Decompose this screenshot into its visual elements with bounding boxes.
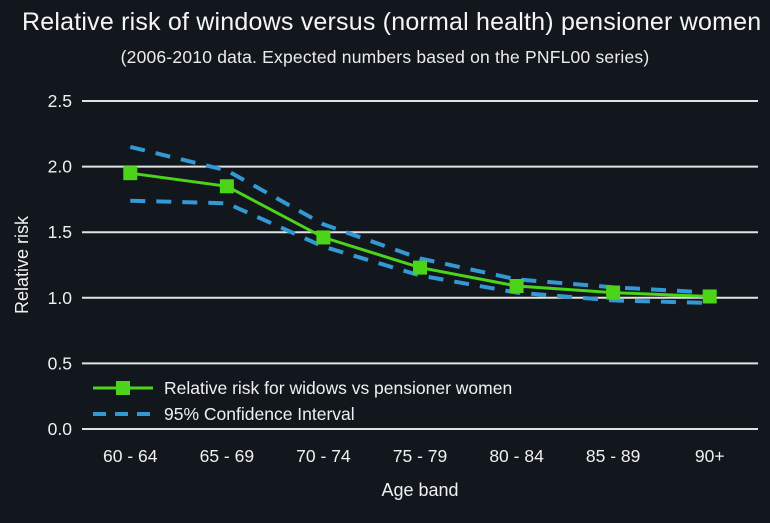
data-point-marker: [316, 230, 331, 245]
y-axis-title: Relative risk: [12, 215, 32, 314]
data-point-marker: [219, 179, 234, 194]
data-point-marker: [509, 278, 524, 293]
y-tick-label: 0.5: [48, 353, 72, 373]
x-tick-label: 85 - 89: [586, 446, 640, 466]
x-tick-label: 75 - 79: [393, 446, 447, 466]
x-tick-label: 70 - 74: [296, 446, 351, 466]
legend-label-confidence-interval: 95% Confidence Interval: [164, 404, 355, 424]
data-point-marker: [413, 260, 427, 275]
x-tick-label: 80 - 84: [489, 446, 544, 466]
data-point-marker: [702, 289, 717, 304]
y-tick-label: 2.5: [48, 91, 72, 111]
legend-square-marker-icon: [116, 381, 130, 395]
legend: Relative risk for widows vs pensioner wo…: [93, 378, 512, 424]
y-axis-tick-labels: 0.0 0.5 1.0 1.5 2.0 2.5: [48, 91, 73, 439]
y-tick-label: 0.0: [48, 419, 73, 439]
gridlines: [82, 100, 758, 430]
y-tick-label: 1.5: [48, 222, 72, 242]
x-axis-tick-labels: 60 - 64 65 - 69 70 - 74 75 - 79 80 - 84 85 - …: [103, 446, 725, 466]
confidence-interval-line: [130, 198, 710, 305]
data-point-marker: [123, 166, 138, 181]
data-point-marker: [606, 285, 621, 300]
chart-subtitle: (2006-2010 data. Expected numbers based …: [120, 47, 650, 67]
chart-title: Relative risk of windows versus (normal …: [22, 8, 762, 36]
relative-risk-line: [130, 171, 710, 298]
y-tick-label: 1.0: [48, 288, 73, 308]
legend-label-relative-risk: Relative risk for widows vs pensioner wo…: [164, 378, 512, 398]
x-tick-label: 65 - 69: [200, 446, 254, 466]
x-tick-label: 60 - 64: [103, 446, 158, 466]
x-tick-label: 90+: [695, 446, 725, 466]
x-axis-title: Age band: [381, 480, 458, 500]
data-series: [123, 144, 717, 305]
y-tick-label: 2.0: [48, 157, 73, 177]
